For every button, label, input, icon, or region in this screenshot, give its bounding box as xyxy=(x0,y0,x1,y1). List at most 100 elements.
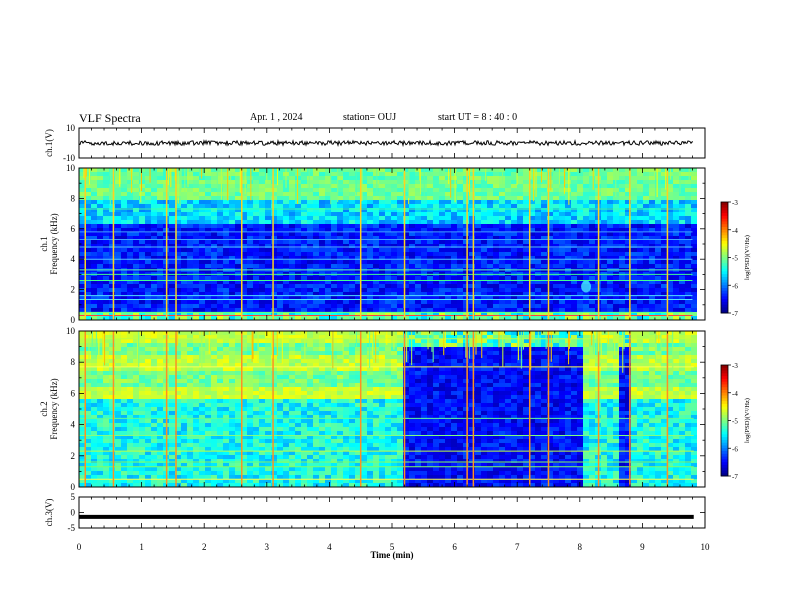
spectrogram-cell xyxy=(91,399,97,403)
spectrogram-cell xyxy=(283,308,289,312)
spectrogram-cell xyxy=(691,292,697,296)
spectrogram-cell xyxy=(535,180,541,184)
spectrogram-cell xyxy=(241,208,247,212)
spectrogram-cell xyxy=(91,240,97,244)
spectrogram-cell xyxy=(151,423,157,427)
spectrogram-cell xyxy=(307,260,313,264)
spectrogram-cell xyxy=(235,308,241,312)
spectrogram-cell xyxy=(223,208,229,212)
spectrogram-cell xyxy=(157,248,163,252)
spectrogram-cell xyxy=(655,196,661,200)
spectrogram-cell xyxy=(139,296,145,300)
spectrogram-cell xyxy=(151,296,157,300)
spectrogram-cell xyxy=(487,276,493,280)
spectrogram-cell xyxy=(187,407,193,411)
spectrogram-cell xyxy=(193,335,199,339)
spectrogram-cell xyxy=(115,208,121,212)
spectrogram-cell xyxy=(175,415,181,419)
spectrogram-cell xyxy=(103,411,109,415)
spectrogram-cell xyxy=(691,276,697,280)
spectrogram-cell xyxy=(205,204,211,208)
spectrogram-cell xyxy=(289,308,295,312)
spectrogram-cell xyxy=(145,276,151,280)
spectrogram-cell xyxy=(181,248,187,252)
spectrogram-cell xyxy=(205,411,211,415)
spectrogram-cell xyxy=(565,236,571,240)
spectrogram-cell xyxy=(505,248,511,252)
spectrogram-cell xyxy=(151,379,157,383)
spectrogram-cell xyxy=(115,407,121,411)
spectrogram-cell xyxy=(445,248,451,252)
spectrogram-cell xyxy=(205,359,211,363)
spectrogram-cell xyxy=(589,196,595,200)
spectrogram-cell xyxy=(211,395,217,399)
spectrogram-cell xyxy=(133,312,139,316)
spectrogram-cell xyxy=(403,172,409,176)
spectrogram-cell xyxy=(91,184,97,188)
spectrogram-cell xyxy=(547,304,553,308)
spectrogram-cell xyxy=(271,200,277,204)
spectrogram-cell xyxy=(193,483,199,487)
spectrogram-cell xyxy=(199,180,205,184)
spectrogram-cell xyxy=(139,204,145,208)
spectrogram-cell xyxy=(409,276,415,280)
spectrogram-cell xyxy=(145,184,151,188)
spectrogram-cell xyxy=(655,232,661,236)
spectrogram-cell xyxy=(577,276,583,280)
spectrogram-cell xyxy=(541,300,547,304)
spectrogram-cell xyxy=(685,180,691,184)
spectrogram-cell xyxy=(115,443,121,447)
spectrogram-cell xyxy=(355,184,361,188)
spectrogram-cell xyxy=(187,192,193,196)
spectrogram-cell xyxy=(685,208,691,212)
spectrogram-cell xyxy=(91,443,97,447)
spectrogram-cell xyxy=(643,264,649,268)
spectrogram-cell xyxy=(409,168,415,172)
spectrogram-cell xyxy=(427,232,433,236)
spectrogram-cell xyxy=(511,300,517,304)
spectrogram-cell xyxy=(241,296,247,300)
spectrogram-cell xyxy=(109,216,115,220)
spectrogram-cell xyxy=(175,455,181,459)
spectrogram-cell xyxy=(121,308,127,312)
spectrogram-cell xyxy=(457,252,463,256)
spectrogram-cell xyxy=(535,172,541,176)
spectrogram-cell xyxy=(601,180,607,184)
spectrogram-cell xyxy=(487,204,493,208)
spectrogram-cell xyxy=(127,419,133,423)
spectrogram-cell xyxy=(115,292,121,296)
spectrogram-cell xyxy=(127,232,133,236)
spectrogram-cell xyxy=(325,216,331,220)
spectrogram-cell xyxy=(175,232,181,236)
spectrogram-cell xyxy=(649,248,655,252)
spectrogram-cell xyxy=(391,200,397,204)
spectrogram-cell xyxy=(205,383,211,387)
spectrogram-cell xyxy=(91,316,97,320)
spectrogram-cell xyxy=(277,236,283,240)
spectrogram-cell xyxy=(415,220,421,224)
spectrogram-cell xyxy=(583,212,589,216)
spectrogram-cell xyxy=(535,208,541,212)
spectrogram-cell xyxy=(631,212,637,216)
spectrogram-cell xyxy=(631,296,637,300)
spectrogram-cell xyxy=(571,232,577,236)
spectrogram-cell xyxy=(535,184,541,188)
spectrogram-cell xyxy=(313,252,319,256)
spectrogram-cell xyxy=(253,172,259,176)
spectrogram-cell xyxy=(193,204,199,208)
spectrogram-cell xyxy=(523,172,529,176)
spectrogram-cell xyxy=(613,208,619,212)
spectrogram-cell xyxy=(151,216,157,220)
spectrogram-cell xyxy=(91,371,97,375)
spectrogram-cell xyxy=(559,304,565,308)
spectrogram-cell xyxy=(145,300,151,304)
spectrogram-cell xyxy=(235,244,241,248)
spectrogram-cell xyxy=(439,264,445,268)
spectrogram-cell xyxy=(121,196,127,200)
spectrogram-cell xyxy=(97,483,103,487)
spectrogram-cell xyxy=(619,304,625,308)
spectrogram-cell xyxy=(85,439,91,443)
spectrogram-cell xyxy=(187,387,193,391)
spectrogram-cell xyxy=(127,371,133,375)
